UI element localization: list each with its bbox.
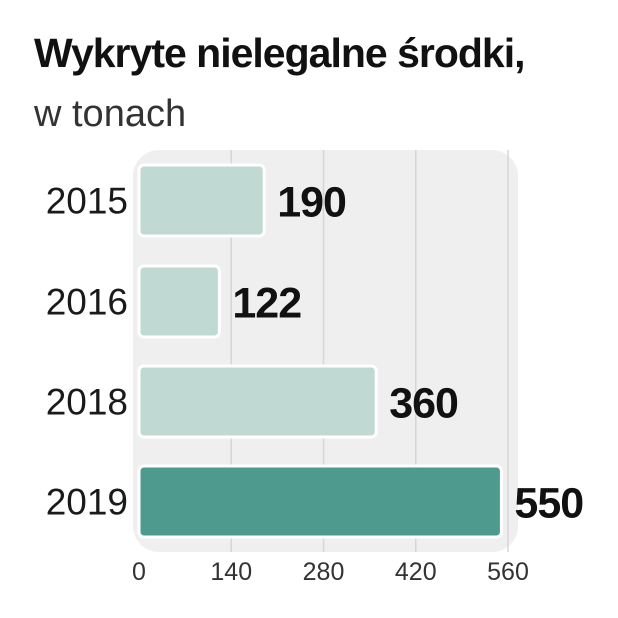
x-tick-label: 560 [487,558,529,586]
category-label: 2015 [46,181,128,222]
category-label: 2019 [46,482,128,523]
x-axis-ticks: 0 140 280 420 560 [132,558,529,586]
value-label: 550 [514,480,583,528]
x-tick-label: 280 [303,558,345,586]
category-labels: 2015 2016 2018 2019 [46,181,128,523]
value-label: 122 [232,280,301,328]
bar-2015 [137,163,266,238]
bar-2019 [137,464,503,539]
plot-background [133,150,518,552]
value-label: 360 [389,380,458,428]
x-tick-label: 140 [210,558,252,586]
bar-2016 [137,264,221,339]
x-tick-label: 420 [395,558,437,586]
plot-panel [133,150,518,552]
bar-2018 [137,364,378,439]
chart-title: Wykryte nielegalne środki, [34,30,526,76]
x-tick-label: 0 [132,558,146,586]
bars [137,163,503,539]
value-label: 190 [277,179,346,227]
category-label: 2016 [46,282,128,323]
value-labels: 190 122 360 550 [232,179,584,528]
category-label: 2018 [46,382,128,423]
chart-subtitle: w tonach [34,93,187,135]
